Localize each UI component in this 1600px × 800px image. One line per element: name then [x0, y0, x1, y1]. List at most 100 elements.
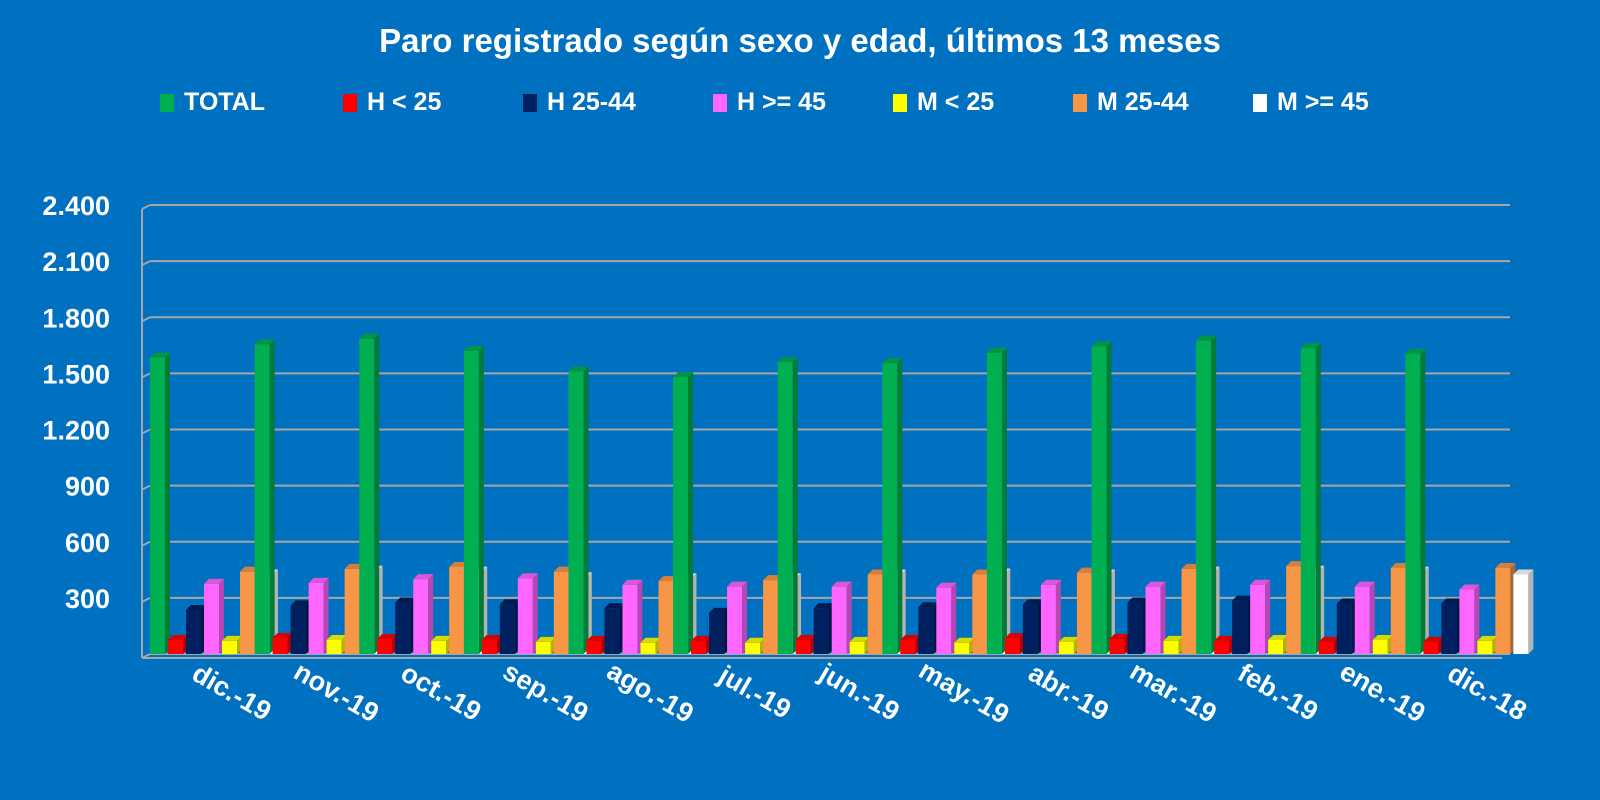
- bar-top: [1318, 636, 1339, 642]
- legend-label: M 25-44: [1097, 88, 1189, 116]
- bar: [813, 608, 829, 654]
- legend-swatch: [343, 93, 357, 112]
- legend-label: H < 25: [367, 88, 442, 116]
- x-tick-label: feb.-19: [1233, 657, 1323, 726]
- bar: [1286, 566, 1302, 654]
- bar: [168, 639, 183, 654]
- bar-side: [1474, 584, 1480, 654]
- bar: [240, 571, 255, 654]
- bar-top: [1250, 579, 1271, 585]
- bar: [1214, 640, 1230, 654]
- bar: [673, 377, 689, 654]
- bar: [1022, 604, 1038, 654]
- bar-side: [219, 578, 224, 654]
- bar-top: [954, 637, 975, 643]
- bar-side: [532, 573, 538, 654]
- bar-side: [428, 574, 434, 654]
- bar: [308, 582, 324, 654]
- x-tick-label: ene.-19: [1335, 656, 1431, 729]
- bar-top: [204, 578, 224, 584]
- bar: [867, 574, 883, 654]
- y-tick-label: 1.500: [42, 359, 110, 389]
- bar-top: [326, 634, 347, 640]
- bar-top: [1477, 635, 1498, 641]
- bar: [150, 357, 165, 654]
- x-tick-label: dic.-19: [187, 658, 276, 727]
- legend-label: TOTAL: [184, 88, 266, 116]
- bar: [1318, 641, 1334, 654]
- bar-top: [308, 577, 329, 583]
- bar-side: [897, 358, 903, 654]
- bar-top: [709, 607, 730, 613]
- bar-top: [1459, 584, 1480, 590]
- bar-top: [813, 603, 834, 609]
- bar: [344, 568, 360, 654]
- y-tick-mark: [141, 596, 151, 603]
- bar-side: [1315, 343, 1321, 654]
- y-tick-mark: [141, 372, 151, 379]
- bar: [449, 567, 465, 654]
- bar-top: [918, 602, 939, 608]
- bar-top: [777, 357, 798, 363]
- bar-top: [1127, 597, 1148, 603]
- legend-swatch: [1073, 93, 1087, 112]
- bar-top: [463, 345, 484, 351]
- bar: [1405, 353, 1421, 654]
- bar-top: [568, 366, 589, 372]
- x-tick-label: mar.-19: [1125, 656, 1222, 729]
- bar-side: [1528, 569, 1534, 654]
- bar: [763, 580, 779, 654]
- bar-top: [1091, 341, 1112, 347]
- bar-top: [1354, 581, 1375, 587]
- bar: [954, 642, 970, 654]
- bar-top: [413, 574, 434, 580]
- bar-top: [1268, 634, 1289, 640]
- bar: [1076, 572, 1092, 654]
- bar: [745, 642, 761, 654]
- bar-top: [849, 636, 870, 642]
- bar: [377, 639, 393, 654]
- bar: [1441, 603, 1457, 654]
- bar-top: [290, 600, 311, 606]
- bar-top: [359, 333, 380, 339]
- bar: [463, 350, 479, 654]
- bar-top: [936, 582, 957, 588]
- x-tick-label: dic.-18: [1443, 658, 1532, 727]
- bar-top: [254, 339, 275, 345]
- bar: [359, 338, 375, 654]
- bar-side: [1055, 579, 1061, 654]
- bar-top: [1145, 581, 1166, 587]
- bar-top: [640, 637, 661, 643]
- bar-top: [1372, 634, 1393, 640]
- y-tick-label: 1.200: [42, 416, 110, 446]
- bar: [1181, 568, 1197, 654]
- bar: [1232, 600, 1248, 654]
- y-tick-label: 2.100: [42, 247, 110, 277]
- legend-item: TOTAL: [160, 88, 343, 117]
- legend-item: M >= 45: [1253, 88, 1433, 117]
- bar: [1459, 589, 1475, 654]
- bar-top: [431, 635, 452, 641]
- bar-side: [688, 372, 694, 654]
- bar: [535, 641, 551, 654]
- bar-top: [745, 637, 766, 643]
- bar-top: [1423, 636, 1444, 642]
- bar-top: [831, 581, 852, 587]
- bar-side: [846, 581, 852, 654]
- y-tick-label: 900: [65, 472, 110, 502]
- bar-top: [1163, 635, 1184, 641]
- bar-top: [622, 579, 643, 585]
- y-tick-label: 2.400: [42, 191, 110, 221]
- bar: [795, 639, 811, 654]
- bar: [1300, 348, 1316, 654]
- bar: [972, 574, 988, 654]
- bar-top: [1109, 634, 1130, 640]
- bar: [1372, 639, 1388, 654]
- bar: [1004, 638, 1020, 654]
- bar: [568, 371, 584, 654]
- bar-side: [1001, 347, 1007, 654]
- bar-side: [478, 345, 484, 654]
- x-tick-label: oct.-19: [396, 657, 486, 726]
- legend-swatch: [160, 93, 174, 112]
- bar-side: [1420, 348, 1426, 654]
